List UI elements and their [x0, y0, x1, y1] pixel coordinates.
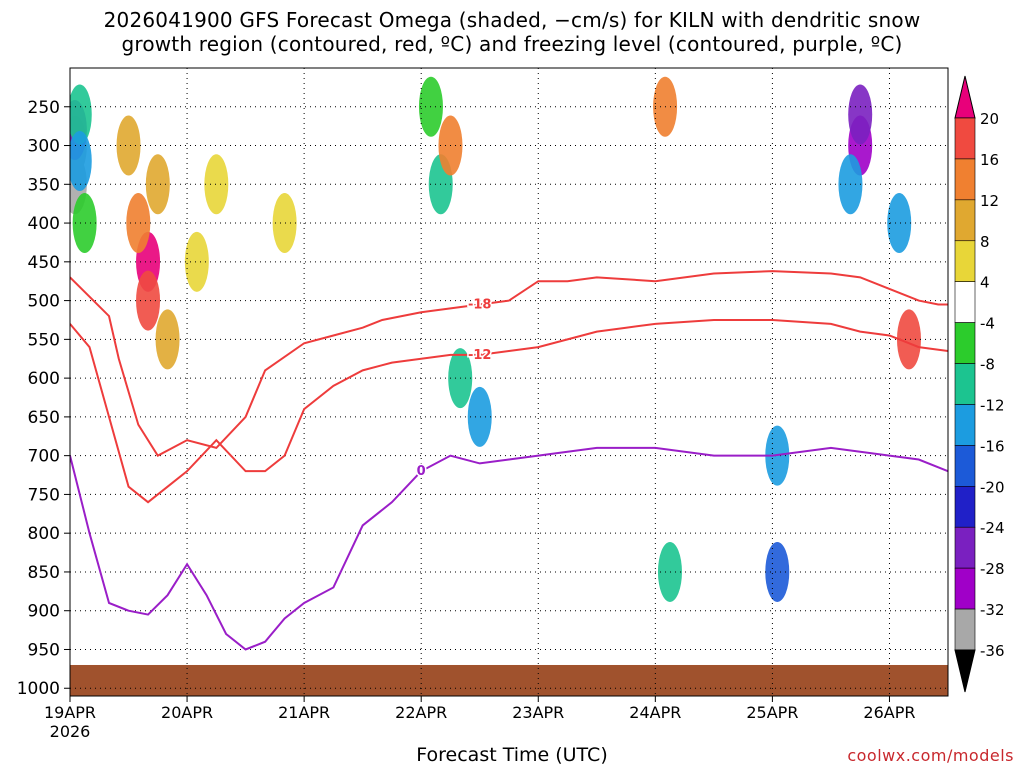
y-tick-label: 350 — [28, 175, 60, 195]
contour--18 — [70, 270, 948, 457]
colorbar-tick-label: 4 — [980, 274, 990, 292]
colorbar-swatch — [954, 526, 976, 569]
colorbar-tick-label: -8 — [980, 356, 995, 374]
colorbar-swatch — [954, 117, 976, 160]
colorbar-swatch — [954, 608, 976, 651]
contour-label: 0 — [417, 464, 426, 479]
y-tick-label: 450 — [28, 253, 60, 273]
credit-link[interactable]: coolwx.com/models — [847, 746, 1014, 765]
colorbar-swatch — [954, 445, 976, 487]
omega-cell — [765, 541, 790, 602]
colorbar-swatch — [954, 322, 976, 364]
ground-layer — [70, 664, 948, 696]
colorbar-swatch — [954, 567, 976, 610]
y-tick-label: 850 — [28, 563, 60, 583]
omega-cell — [72, 193, 97, 254]
colorbar-tick-label: 16 — [980, 151, 999, 169]
y-tick-label: 750 — [28, 485, 60, 505]
omega-cell — [184, 231, 209, 292]
contour-label: -12 — [468, 348, 492, 363]
omega-cell — [887, 193, 912, 254]
x-tick-label: 25APR — [746, 703, 798, 722]
y-tick-label: 600 — [28, 369, 60, 389]
colorbar-swatch — [954, 486, 976, 528]
colorbar-arrow-top — [954, 75, 976, 119]
colorbar-tick-label: 12 — [980, 192, 999, 210]
omega-cell — [136, 270, 161, 331]
omega-cell — [145, 154, 170, 215]
omega-cell — [204, 154, 229, 215]
omega-cell — [848, 84, 873, 145]
x-tick-label: 20APR — [161, 703, 213, 722]
omega-cell — [70, 131, 92, 192]
x-year-label: 2026 — [50, 722, 91, 741]
colorbar-swatch — [954, 199, 976, 242]
y-tick-label: 650 — [28, 408, 60, 428]
colorbar-swatch — [954, 404, 976, 446]
x-tick-label: 22APR — [395, 703, 447, 722]
y-tick-label: 550 — [28, 330, 60, 350]
colorbar-tick-label: -36 — [980, 642, 1005, 660]
x-axis-label: Forecast Time (UTC) — [416, 744, 608, 766]
omega-cell — [116, 115, 141, 176]
y-tick-label: 1000 — [17, 679, 60, 699]
y-tick-label: 700 — [28, 447, 60, 467]
y-tick-label: 300 — [28, 137, 60, 157]
omega-cell — [657, 541, 682, 602]
contour-label: -18 — [468, 297, 492, 312]
colorbar-tick-label: -12 — [980, 396, 1005, 414]
plot-background — [70, 68, 948, 696]
colorbar-tick-label: -32 — [980, 601, 1005, 619]
omega-cell — [896, 309, 921, 370]
omega-cell — [467, 386, 492, 447]
colorbar-tick-label: -16 — [980, 437, 1005, 455]
omega-cell — [155, 309, 180, 370]
colorbar-swatch — [954, 158, 976, 201]
y-tick-label: 900 — [28, 602, 60, 622]
y-tick-label: 950 — [28, 640, 60, 660]
contour--12 — [70, 318, 948, 504]
y-tick-label: 400 — [28, 214, 60, 234]
colorbar-swatch — [954, 281, 976, 323]
y-tick-label: 800 — [28, 524, 60, 544]
colorbar-tick-label: -24 — [980, 519, 1005, 537]
y-tick-label: 250 — [28, 98, 60, 118]
colorbar-swatch — [954, 240, 976, 282]
colorbar-swatch — [954, 363, 976, 405]
x-tick-label: 26APR — [863, 703, 915, 722]
x-tick-label: 24APR — [629, 703, 681, 722]
x-tick-label: 21APR — [278, 703, 330, 722]
chart-title-line-1: 2026041900 GFS Forecast Omega (shaded, −… — [103, 8, 921, 32]
contour-0 — [70, 446, 948, 651]
x-tick-label: 19APR — [44, 703, 96, 722]
chart-title-line-2: growth region (contoured, red, ºC) and f… — [121, 32, 903, 56]
omega-cell — [126, 193, 151, 254]
y-tick-label: 500 — [28, 292, 60, 312]
colorbar-arrow-bottom — [954, 649, 976, 693]
colorbar-tick-label: -28 — [980, 560, 1005, 578]
plot-frame — [69, 67, 949, 697]
colorbar-tick-label: 20 — [980, 110, 999, 128]
colorbar-tick-label: -4 — [980, 315, 995, 333]
colorbar-tick-label: 8 — [980, 233, 990, 251]
colorbar-tick-label: -20 — [980, 478, 1005, 496]
omega-cell — [272, 193, 297, 254]
omega-cell — [70, 84, 92, 145]
x-tick-label: 23APR — [512, 703, 564, 722]
